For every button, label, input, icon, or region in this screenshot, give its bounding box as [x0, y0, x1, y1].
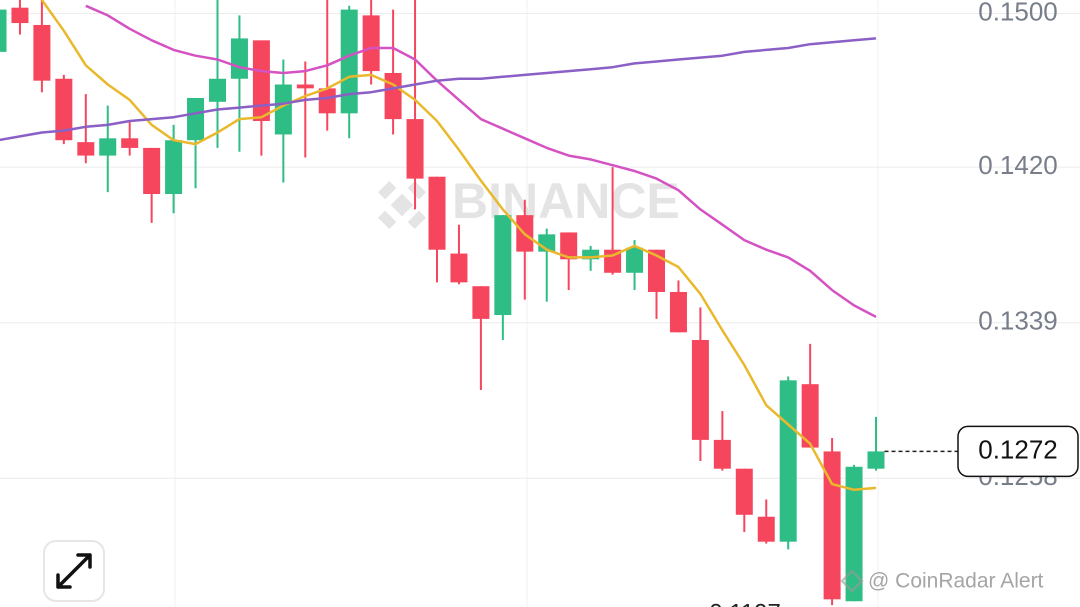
- candle-body: [99, 138, 117, 156]
- candle-body: [494, 215, 512, 316]
- moving-average-line: [0, 37, 877, 142]
- candle-body: [450, 253, 468, 283]
- credit-text: @ CoinRadar Alert: [868, 570, 1044, 593]
- expand-button[interactable]: [43, 540, 105, 602]
- candle-body: [757, 516, 775, 542]
- candle-body: [406, 119, 424, 179]
- candle-body: [845, 466, 863, 602]
- candle-body: [143, 147, 161, 195]
- candle-body: [582, 249, 600, 260]
- y-tick-label: 0.1420: [978, 150, 1058, 180]
- candle-body: [0, 9, 7, 52]
- candle-body: [77, 142, 95, 156]
- candle-body: [823, 451, 841, 600]
- watermark: BINANCE: [377, 173, 680, 229]
- current-price-box: [957, 425, 1079, 478]
- candle-body: [691, 339, 709, 440]
- candle-body: [165, 140, 183, 195]
- candle-body: [384, 72, 402, 120]
- candle-body: [713, 439, 731, 469]
- candle-body: [801, 384, 819, 448]
- candle-body: [428, 176, 446, 250]
- candle-body: [209, 78, 226, 102]
- moving-average-line: [85, 4, 877, 319]
- low-price-label: 0.1197: [709, 599, 781, 607]
- candle-body: [274, 84, 292, 135]
- candle-body: [187, 97, 205, 141]
- y-tick-label: 0.1500: [978, 0, 1058, 26]
- candle-body: [340, 9, 358, 114]
- candle-body: [362, 15, 380, 72]
- candle-body: [867, 451, 885, 469]
- candle-body: [472, 286, 490, 319]
- candle-body: [560, 232, 578, 260]
- candle-body: [648, 249, 665, 292]
- candle-body: [11, 7, 29, 24]
- candle-body: [296, 84, 314, 89]
- current-price-label: 0.1272: [978, 434, 1058, 464]
- candle-body: [669, 291, 687, 333]
- candle-body: [121, 138, 139, 148]
- plot: [0, 0, 885, 606]
- candle-body: [735, 468, 753, 515]
- candle-body: [252, 40, 270, 122]
- candle-body: [779, 380, 797, 542]
- credit: @ CoinRadar Alert: [840, 569, 1044, 593]
- candle-body: [230, 38, 248, 79]
- candle-body: [33, 24, 51, 81]
- candle-body: [626, 247, 644, 273]
- y-tick-label: 0.1339: [978, 306, 1058, 336]
- candle-body: [318, 88, 336, 114]
- watermark-text: BINANCE: [452, 173, 680, 229]
- moving-average-line: [40, 0, 877, 492]
- candle-body: [55, 78, 73, 141]
